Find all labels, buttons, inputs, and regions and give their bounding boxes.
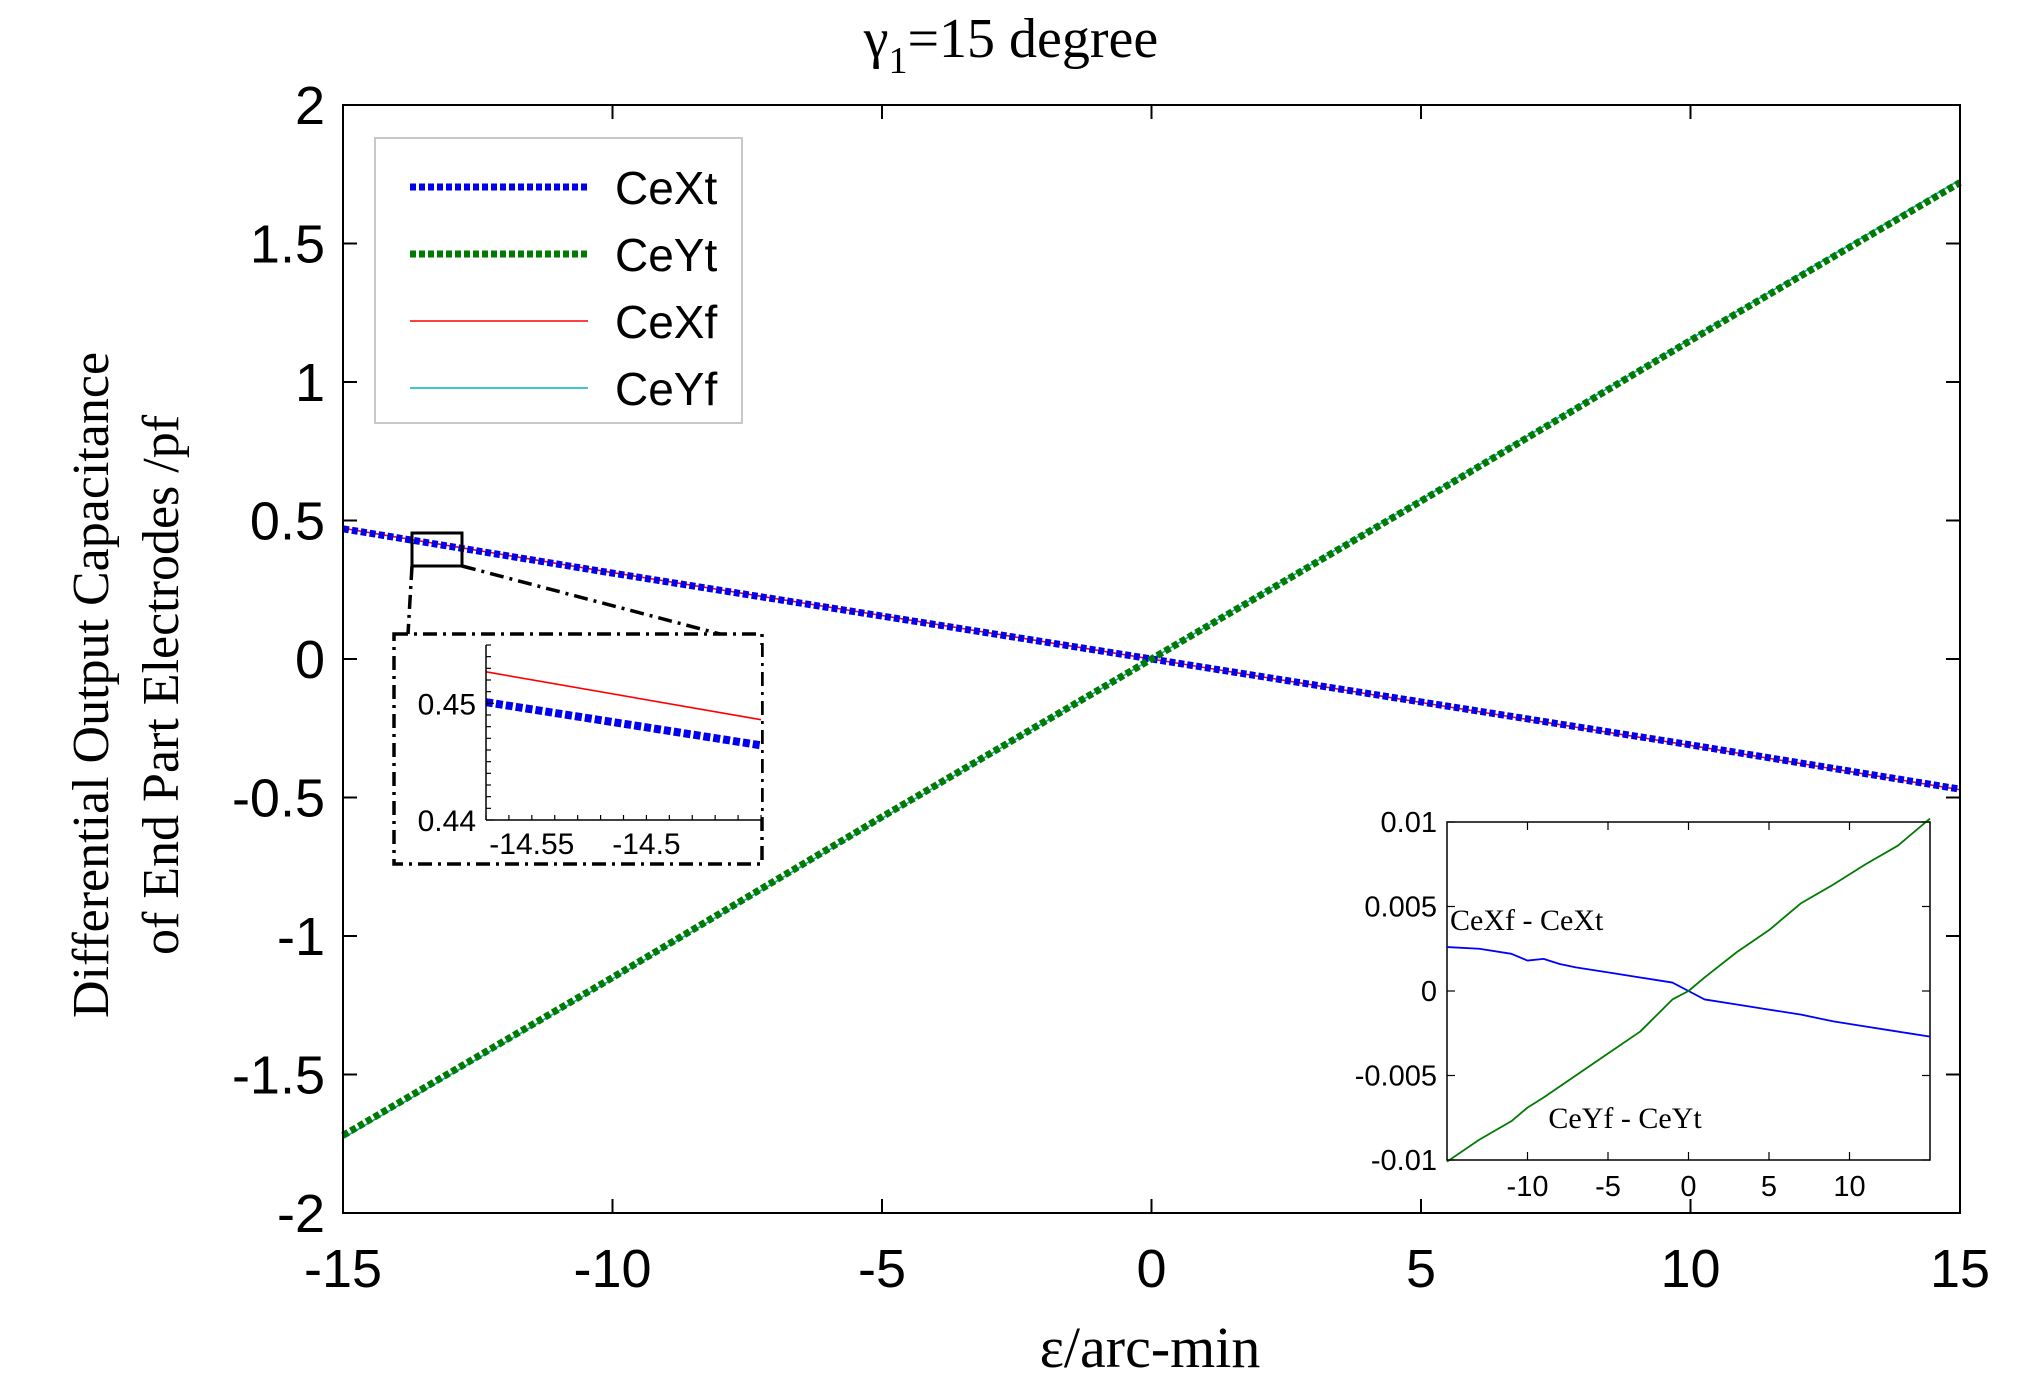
zoom-source-box [410,531,464,568]
difference-series-line [1446,946,1931,1038]
difference-y-tick-label: -0.005 [1355,1061,1437,1093]
zoom-connector-right [461,564,721,636]
y-tick-label: 1 [295,353,325,413]
annotation-ceyf-ceyt: CeYf - CeYt [1548,1102,1702,1135]
y-tick-label: 2 [295,76,325,136]
difference-y-tick-label: -0.01 [1371,1145,1437,1177]
zoom-x-tick-label: -14.55 [489,828,574,861]
zoom-series-cext [485,698,762,750]
difference-y-tick-label: 0.01 [1381,807,1437,839]
legend-label-cexf: CeXf [615,296,717,348]
zoom-connector-left [406,565,414,635]
y-tick-label: 0.5 [250,492,325,552]
difference-x-tick-label: -10 [1507,1171,1549,1203]
x-tick-label: -10 [573,1239,651,1299]
difference-inset: -0.01 -0.005 0 0.005 0.01 -10 -5 0 5 10 CeXf - CeX… [1355,807,1931,1203]
annotation-cexf-cext: CeXf - CeXt [1450,904,1604,937]
series-line-ceyt [341,179,1962,1139]
zoom-series-cexf [485,671,762,721]
y-tick-label: -2 [277,1184,325,1244]
x-tick-label: 15 [1930,1239,1990,1299]
y-tick-label: -1.5 [232,1046,325,1106]
zoom-x-tick-label: -14.5 [612,828,680,861]
zoom-y-tick-label: 0.45 [418,688,476,721]
chart-title: γ1=15 degree [863,8,1159,82]
legend-label-ceyf: CeYf [615,363,717,415]
y-axis-label-line2: of End Part Electrodes /pf [133,414,190,955]
main-plot-area: -15 -10 -5 0 5 10 15 -2 -1.5 -1 -0.5 0 0.5 1 1.5 2 [232,76,1990,1299]
y-axis-label-line1: Differential Output Capacitance [63,352,120,1018]
difference-series-line [1446,817,1931,1163]
x-tick-label: 0 [1136,1239,1166,1299]
x-tick-label: -15 [304,1239,382,1299]
difference-x-tick-label: -5 [1595,1171,1621,1203]
difference-x-tick-label: 5 [1761,1171,1777,1203]
legend: CeXt CeYt CeXf CeYf [374,137,743,424]
legend-label-ceyt: CeYt [615,229,717,281]
x-tick-label: -5 [858,1239,906,1299]
zoom-y-tick-label: 0.44 [418,805,476,838]
y-tick-label: -1 [277,907,325,967]
y-tick-label: 1.5 [250,215,325,275]
difference-x-tick-label: 10 [1833,1171,1865,1203]
x-tick-label: 10 [1660,1239,1720,1299]
difference-y-tick-label: 0.005 [1364,892,1437,924]
x-axis-label: ε/arc-min [1040,1315,1261,1379]
difference-x-tick-label: 0 [1680,1171,1696,1203]
difference-y-tick-label: 0 [1421,976,1437,1008]
series-line-cext [342,525,1961,793]
y-tick-label: -0.5 [232,769,325,829]
zoom-inset: 0.44 0.45 -14.55 -14.5 [418,644,762,861]
x-tick-label: 5 [1406,1239,1436,1299]
legend-label-cext: CeXt [615,162,717,214]
zoom-plot-bg [486,645,761,820]
y-tick-label: 0 [295,630,325,690]
